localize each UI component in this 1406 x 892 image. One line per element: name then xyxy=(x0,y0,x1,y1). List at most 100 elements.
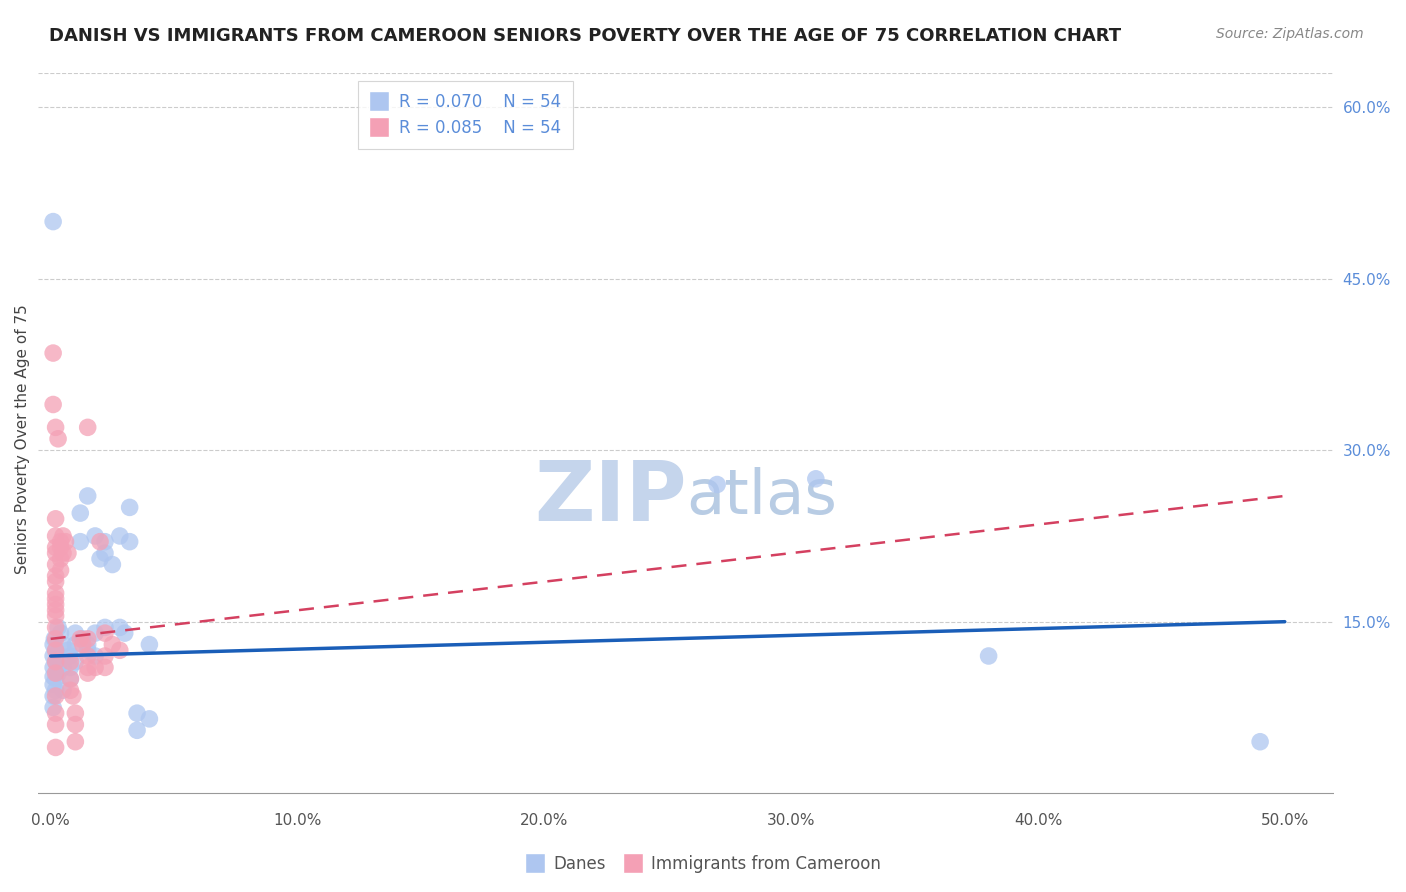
Point xyxy=(76,632,98,646)
Point xyxy=(45,546,67,560)
Point xyxy=(46,432,69,446)
Y-axis label: Seniors Poverty Over the Age of 75: Seniors Poverty Over the Age of 75 xyxy=(15,304,30,574)
Point xyxy=(49,541,72,555)
Point xyxy=(59,655,82,669)
Point xyxy=(89,551,111,566)
Point xyxy=(59,660,82,674)
Point xyxy=(45,643,67,657)
Point xyxy=(118,534,141,549)
Point xyxy=(84,648,107,663)
Legend: Danes, Immigrants from Cameroon: Danes, Immigrants from Cameroon xyxy=(519,848,887,880)
Point xyxy=(84,660,107,674)
Point xyxy=(44,632,66,646)
Point xyxy=(72,638,94,652)
Point xyxy=(45,740,67,755)
Point xyxy=(76,648,98,663)
Point xyxy=(76,420,98,434)
Point xyxy=(94,626,117,640)
Point xyxy=(94,534,117,549)
Point xyxy=(45,574,67,589)
Point xyxy=(42,700,65,714)
Point xyxy=(84,626,107,640)
Point xyxy=(138,712,160,726)
Point xyxy=(42,346,65,360)
Point xyxy=(46,660,69,674)
Point xyxy=(65,735,87,749)
Point xyxy=(59,672,82,686)
Point xyxy=(65,706,87,720)
Point xyxy=(94,648,117,663)
Point xyxy=(45,655,67,669)
Point xyxy=(804,472,827,486)
Point xyxy=(42,677,65,691)
Point xyxy=(56,643,79,657)
Point xyxy=(118,500,141,515)
Point xyxy=(45,609,67,624)
Point xyxy=(977,648,1000,663)
Point xyxy=(45,620,67,634)
Point xyxy=(42,669,65,683)
Point xyxy=(42,660,65,674)
Point xyxy=(45,683,67,698)
Point xyxy=(52,660,75,674)
Point xyxy=(65,717,87,731)
Text: ZIP: ZIP xyxy=(534,457,686,538)
Point xyxy=(45,632,67,646)
Point xyxy=(45,717,67,731)
Point xyxy=(49,534,72,549)
Point xyxy=(94,546,117,560)
Point xyxy=(72,632,94,646)
Text: Source: ZipAtlas.com: Source: ZipAtlas.com xyxy=(1216,27,1364,41)
Point xyxy=(46,620,69,634)
Point xyxy=(69,534,91,549)
Point xyxy=(84,529,107,543)
Point xyxy=(101,558,124,572)
Point xyxy=(706,477,728,491)
Point xyxy=(65,655,87,669)
Point xyxy=(69,632,91,646)
Point xyxy=(76,666,98,681)
Point xyxy=(45,603,67,617)
Point xyxy=(89,534,111,549)
Point xyxy=(45,529,67,543)
Point xyxy=(42,638,65,652)
Point xyxy=(94,620,117,634)
Point xyxy=(76,660,98,674)
Point xyxy=(45,558,67,572)
Point xyxy=(45,420,67,434)
Point xyxy=(125,723,148,738)
Point xyxy=(45,706,67,720)
Point xyxy=(45,586,67,600)
Point xyxy=(1249,735,1271,749)
Point xyxy=(62,689,84,703)
Point xyxy=(69,506,91,520)
Point xyxy=(49,563,72,577)
Point xyxy=(59,683,82,698)
Point xyxy=(45,666,67,681)
Point xyxy=(42,214,65,228)
Point xyxy=(45,655,67,669)
Point xyxy=(45,689,67,703)
Text: atlas: atlas xyxy=(686,467,837,527)
Point xyxy=(108,529,131,543)
Point xyxy=(42,397,65,411)
Point xyxy=(76,489,98,503)
Point xyxy=(46,666,69,681)
Point xyxy=(45,569,67,583)
Point xyxy=(45,541,67,555)
Point xyxy=(45,643,67,657)
Point xyxy=(94,660,117,674)
Point xyxy=(138,638,160,652)
Point xyxy=(76,638,98,652)
Point xyxy=(45,598,67,612)
Point xyxy=(55,534,77,549)
Point xyxy=(52,529,75,543)
Point xyxy=(52,638,75,652)
Point xyxy=(108,620,131,634)
Point xyxy=(52,546,75,560)
Point xyxy=(49,551,72,566)
Point xyxy=(45,672,67,686)
Point xyxy=(125,706,148,720)
Point xyxy=(108,643,131,657)
Point xyxy=(65,626,87,640)
